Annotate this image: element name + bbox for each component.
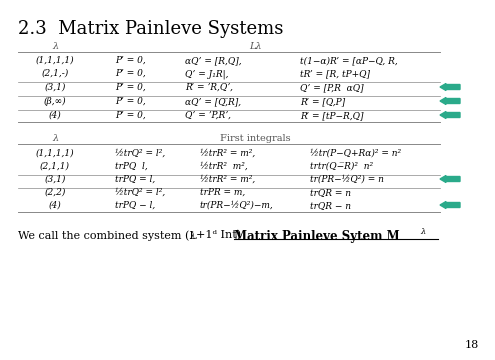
FancyArrow shape [440, 84, 460, 90]
Text: ½trR² = m²,: ½trR² = m², [200, 175, 255, 184]
Text: t(1−α)R’ = [αP−Q, R,: t(1−α)R’ = [αP−Q, R, [300, 56, 398, 65]
FancyArrow shape [440, 98, 460, 104]
Text: (β,∞): (β,∞) [44, 97, 66, 106]
FancyArrow shape [440, 202, 460, 208]
Text: We call the combined system (L: We call the combined system (L [18, 230, 197, 240]
Text: trQR − n: trQR − n [310, 201, 351, 210]
Text: (2,2): (2,2) [45, 188, 66, 197]
Text: ½trQ² = l²,: ½trQ² = l², [115, 149, 165, 158]
Text: P’ = 0,: P’ = 0, [115, 97, 146, 106]
Text: αQ’ = [R,Q],: αQ’ = [R,Q], [185, 56, 242, 65]
Text: R’ = ʼR,Qʼ,: R’ = ʼR,Qʼ, [185, 83, 233, 92]
Text: (4): (4) [49, 111, 61, 120]
Text: (2,1,1): (2,1,1) [40, 162, 70, 171]
Text: Lλ: Lλ [248, 42, 261, 51]
Text: ½tr(P−Q+Rα)² = n²: ½tr(P−Q+Rα)² = n² [310, 149, 401, 158]
Text: ½trR²  m²,: ½trR² m², [200, 162, 248, 171]
Text: 18: 18 [465, 340, 479, 350]
Text: trPQ  l,: trPQ l, [115, 162, 148, 171]
Text: (3,1): (3,1) [45, 175, 66, 184]
Text: λ: λ [52, 42, 58, 51]
Text: P’ = 0,: P’ = 0, [115, 83, 146, 92]
Text: tR’ = [R, tP+Q]: tR’ = [R, tP+Q] [300, 69, 370, 78]
Text: αQ’ = [Q,̅R],: αQ’ = [Q,̅R], [185, 97, 241, 106]
Text: tr(PR−½Q²) = n: tr(PR−½Q²) = n [310, 175, 384, 184]
Text: Q’ = [P,R  αQ]: Q’ = [P,R αQ] [300, 83, 364, 92]
Text: λ: λ [420, 228, 425, 236]
Text: tr(PR−½Q²)−m,: tr(PR−½Q²)−m, [200, 201, 274, 210]
Text: trtr(Q−̅R)²  n²: trtr(Q−̅R)² n² [310, 162, 373, 171]
Text: λ: λ [189, 232, 195, 241]
Text: Matrix Painleve Sytem M: Matrix Painleve Sytem M [234, 230, 399, 243]
Text: 2.3  Matrix Painleve Systems: 2.3 Matrix Painleve Systems [18, 20, 283, 38]
Text: (2,1,-): (2,1,-) [42, 69, 69, 78]
Text: (3,1): (3,1) [45, 83, 66, 92]
FancyArrow shape [440, 112, 460, 118]
Text: (1,1,1,1): (1,1,1,1) [36, 149, 74, 158]
FancyArrow shape [440, 176, 460, 183]
Text: trPR = m,: trPR = m, [200, 188, 245, 197]
Text: P’ = 0,: P’ = 0, [115, 56, 146, 65]
Text: λ: λ [52, 134, 58, 143]
Text: P’ = 0,: P’ = 0, [115, 69, 146, 78]
Text: P’ = 0,: P’ = 0, [115, 111, 146, 120]
Text: +1ᵈ Int): +1ᵈ Int) [196, 230, 248, 240]
Text: trPQ = l,: trPQ = l, [115, 175, 155, 184]
Text: First integrals: First integrals [220, 134, 290, 143]
Text: trPQ − l,: trPQ − l, [115, 201, 155, 210]
Text: ½trQ² = l²,: ½trQ² = l², [115, 188, 165, 197]
Text: R’ = [Q,P]: R’ = [Q,P] [300, 97, 345, 106]
Text: (4): (4) [49, 201, 61, 210]
Text: (1,1,1,1): (1,1,1,1) [36, 56, 74, 65]
Text: R’ = [tP−R,Q]: R’ = [tP−R,Q] [300, 111, 363, 120]
Text: Q’ = J₁R|,: Q’ = J₁R|, [185, 69, 229, 78]
Text: ½trR² = m²,: ½trR² = m², [200, 149, 255, 158]
Text: trQR = n: trQR = n [310, 188, 351, 197]
Text: Q’ = ʼP,Rʼ,: Q’ = ʼP,Rʼ, [185, 111, 231, 120]
